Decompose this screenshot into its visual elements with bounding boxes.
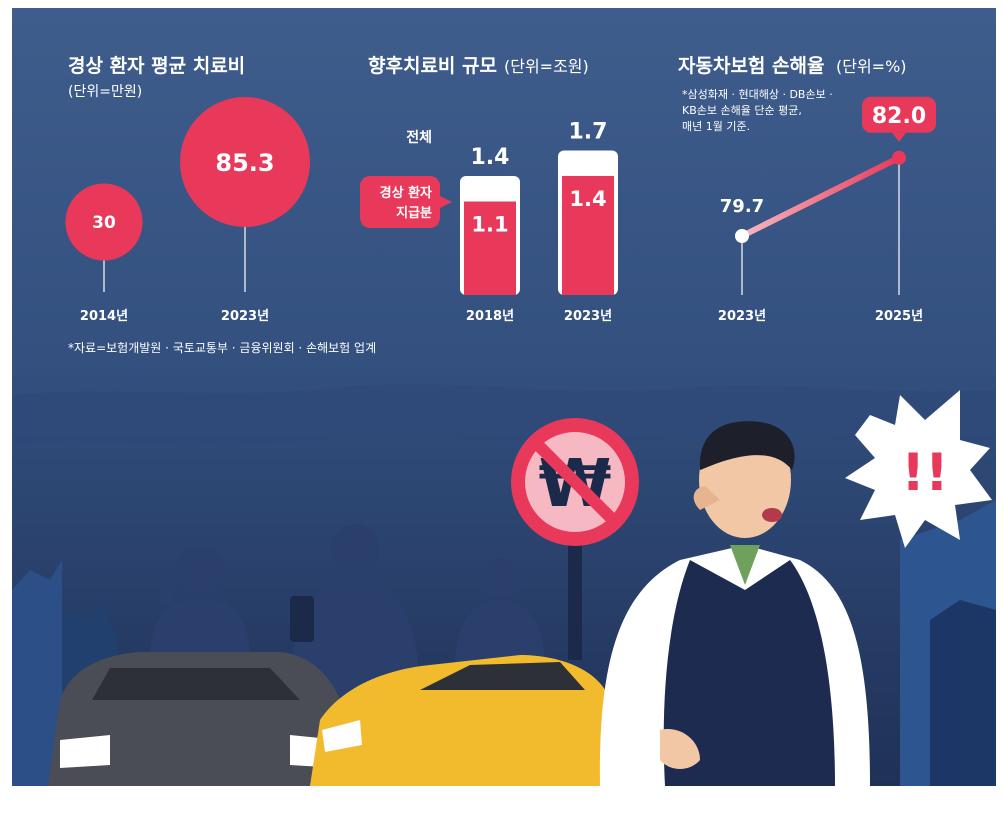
people-silhouettes xyxy=(150,524,545,700)
source-note: *자료=보험개발원 · 국토교통부 · 금융위원회 · 손해보험 업계 xyxy=(68,341,376,355)
legend-part-badge-pointer xyxy=(440,196,452,208)
yellow-car xyxy=(310,655,620,786)
bar-part-label: 1.1 xyxy=(471,213,508,237)
building-right-2 xyxy=(930,600,996,786)
dark-car-windshield xyxy=(92,668,300,700)
chart-future-treatment-cost: 향후치료비 규모 (단위=조원) 전체 경상 환자 지급분 1.4 1.1 1.7 1… xyxy=(360,55,618,324)
man-vest xyxy=(663,560,835,786)
dark-car-headlight-left xyxy=(60,735,110,768)
yellow-car-headlight xyxy=(322,720,362,752)
person-silhouette-1-body xyxy=(150,598,250,660)
person-silhouette-2-body xyxy=(290,578,420,700)
line-point-2025 xyxy=(892,150,906,165)
chart2-unit: (단위=조원) xyxy=(504,57,589,76)
chart3-note-line1: *삼성화재 · 현대해상 · DB손보 · xyxy=(682,87,833,101)
chart3-title: 자동차보험 손해율 xyxy=(678,55,824,77)
yellow-car-window xyxy=(420,662,585,690)
legend-total-label: 전체 xyxy=(406,129,432,146)
bubble-value-label: 30 xyxy=(92,213,116,233)
illustration: ₩ !! xyxy=(12,390,996,786)
chart3-note-line3: 매년 1월 기준. xyxy=(682,120,750,133)
person-silhouette-2-head xyxy=(331,524,379,572)
chart1-title: 경상 환자 평균 치료비 xyxy=(68,55,245,77)
bubble-value-label: 85.3 xyxy=(215,149,274,177)
man-hand-head xyxy=(693,486,720,510)
sign-pole xyxy=(568,540,582,660)
legend-part-badge-bg xyxy=(360,176,440,228)
person-silhouette-3-body xyxy=(455,600,545,670)
exclamation-text: !! xyxy=(901,443,948,503)
chart1-x-label-2014: 2014년 xyxy=(80,309,128,324)
dark-car xyxy=(48,652,350,786)
man-mouth xyxy=(762,508,782,522)
chart2-x-label-2018: 2018년 xyxy=(466,309,514,324)
bubble-mark xyxy=(180,97,310,227)
sign-slash xyxy=(530,437,620,527)
bar-part xyxy=(562,176,614,295)
line-value-badge xyxy=(862,96,936,133)
chart2-x-label-2023: 2023년 xyxy=(564,309,612,324)
chart3-unit: (단위=%) xyxy=(836,57,907,76)
bar-part xyxy=(464,201,516,295)
legend-part-line1: 경상 환자 xyxy=(380,185,432,201)
line-value-label-2025: 82.0 xyxy=(872,104,926,129)
exclamation-burst: !! xyxy=(845,390,992,548)
chart3-note-line2: KB손보 손해율 단순 평균, xyxy=(682,103,802,117)
loss-ratio-line xyxy=(739,154,902,239)
chart1-x-label-2023: 2023년 xyxy=(221,309,269,324)
bar-total-label: 1.4 xyxy=(471,145,510,170)
chart-loss-ratio: 자동차보험 손해율 (단위=%) *삼성화재 · 현대해상 · DB손보 · K… xyxy=(678,55,936,324)
chart2-title: 향후치료비 규모 xyxy=(368,55,497,77)
phone-silhouette xyxy=(290,596,314,642)
line-value-label-2023: 79.7 xyxy=(720,196,764,217)
chart3-x-label-2025: 2025년 xyxy=(875,309,923,324)
chart3-x-label-2023: 2023년 xyxy=(718,309,766,324)
line-value-badge-pointer xyxy=(892,132,906,142)
exclamation-burst-icon xyxy=(845,390,992,548)
legend-part-badge: 경상 환자 지급분 xyxy=(360,176,452,228)
person-silhouette-1-head xyxy=(176,546,224,594)
bubble-mark xyxy=(65,183,143,261)
building-left xyxy=(12,560,62,786)
line-point-2023 xyxy=(735,229,749,243)
phone-hand-1 xyxy=(160,572,174,606)
bar-part-label: 1.4 xyxy=(569,187,606,211)
man-hand-hip xyxy=(660,729,700,769)
legend-part-line2: 지급분 xyxy=(396,206,432,221)
person-silhouette-3-head xyxy=(480,558,520,598)
man-hair xyxy=(699,421,795,470)
chart1-unit: (단위=만원) xyxy=(68,84,142,100)
man-figure xyxy=(599,421,870,786)
brush-stroke-band xyxy=(12,384,996,446)
man-tie xyxy=(730,545,760,585)
no-won-sign: ₩ xyxy=(511,418,639,660)
bar-total-label: 1.7 xyxy=(569,120,608,145)
